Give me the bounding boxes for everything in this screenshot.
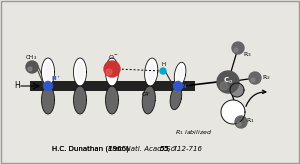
- Circle shape: [251, 78, 255, 82]
- Polygon shape: [74, 86, 86, 114]
- Polygon shape: [142, 86, 155, 114]
- Text: C$_\alpha$: C$_\alpha$: [223, 76, 233, 86]
- Text: H.C. Dunathan (1966): H.C. Dunathan (1966): [52, 145, 131, 152]
- Text: R$_3$: R$_3$: [243, 50, 252, 59]
- Polygon shape: [174, 62, 186, 86]
- Text: C4': C4': [142, 92, 151, 97]
- Circle shape: [234, 48, 238, 52]
- Polygon shape: [74, 58, 86, 86]
- Polygon shape: [147, 63, 156, 81]
- Text: H: H: [14, 82, 20, 91]
- Circle shape: [44, 82, 52, 91]
- FancyArrowPatch shape: [246, 90, 266, 106]
- Text: Proc.Natl. Acad. Sci.: Proc.Natl. Acad. Sci.: [108, 146, 181, 152]
- Circle shape: [106, 69, 112, 75]
- Polygon shape: [44, 63, 52, 81]
- Text: , 712-716: , 712-716: [168, 146, 202, 152]
- Circle shape: [160, 68, 166, 74]
- Polygon shape: [230, 83, 244, 97]
- Polygon shape: [41, 86, 55, 114]
- Circle shape: [28, 67, 32, 71]
- Text: R$_1$ labilized: R$_1$ labilized: [175, 128, 212, 137]
- Text: N$^+$: N$^+$: [51, 74, 61, 83]
- Circle shape: [26, 61, 38, 73]
- Circle shape: [104, 61, 120, 77]
- Polygon shape: [176, 66, 184, 82]
- Text: 55: 55: [160, 146, 170, 152]
- Polygon shape: [170, 86, 182, 110]
- Polygon shape: [108, 63, 116, 81]
- Polygon shape: [106, 86, 118, 114]
- Circle shape: [173, 82, 182, 91]
- Polygon shape: [76, 63, 84, 81]
- Circle shape: [235, 116, 247, 128]
- Text: N$^+$: N$^+$: [181, 82, 191, 92]
- Circle shape: [232, 42, 244, 54]
- Circle shape: [217, 71, 239, 93]
- Text: O$^-$: O$^-$: [108, 53, 119, 61]
- Text: H.C. Dunathan (1966): H.C. Dunathan (1966): [52, 145, 131, 152]
- Polygon shape: [106, 58, 118, 86]
- Text: CH$_3$: CH$_3$: [25, 53, 37, 62]
- Circle shape: [237, 122, 241, 126]
- Circle shape: [249, 72, 261, 84]
- Polygon shape: [221, 100, 245, 124]
- Circle shape: [220, 82, 228, 90]
- Text: H: H: [161, 62, 165, 67]
- Polygon shape: [145, 58, 158, 86]
- Polygon shape: [41, 58, 55, 86]
- Text: R$_1$: R$_1$: [246, 116, 255, 125]
- Text: R$_2$: R$_2$: [262, 73, 271, 82]
